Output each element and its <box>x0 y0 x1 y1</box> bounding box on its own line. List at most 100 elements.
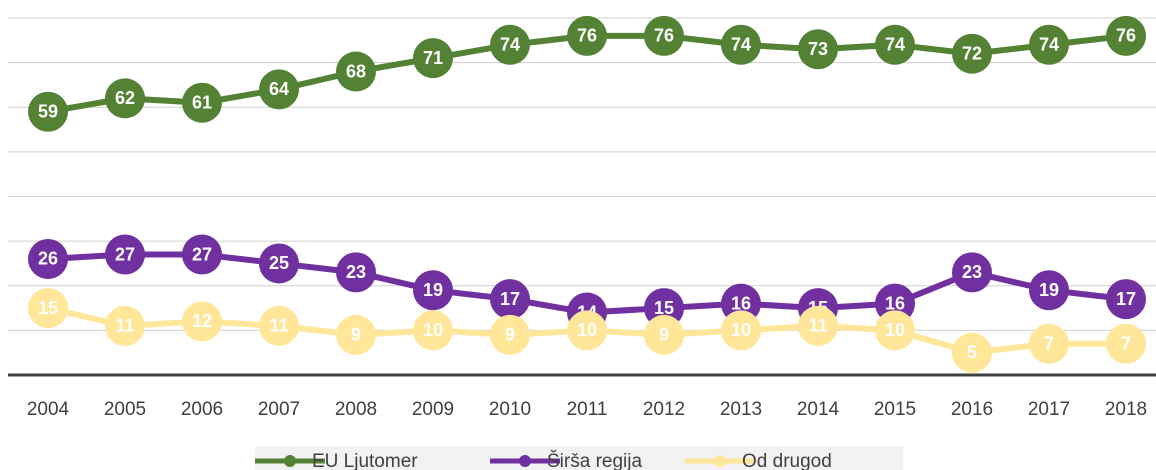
data-point <box>336 51 376 92</box>
data-point <box>567 310 607 351</box>
data-point <box>28 288 68 329</box>
data-label: 25 <box>269 253 289 273</box>
data-label: 9 <box>505 325 515 345</box>
data-label: 16 <box>885 293 905 313</box>
data-label: 11 <box>269 316 288 336</box>
data-point <box>105 78 145 119</box>
data-point <box>721 310 761 351</box>
data-label: 64 <box>269 79 289 99</box>
data-label: 12 <box>192 311 212 331</box>
x-tick-label: 2008 <box>335 399 377 420</box>
legend-label: EU Ljutomer <box>312 451 418 470</box>
data-label: 71 <box>423 48 443 68</box>
data-label: 76 <box>654 26 674 46</box>
data-point <box>490 24 530 65</box>
data-label: 27 <box>192 244 212 264</box>
data-label: 10 <box>731 320 751 340</box>
data-label: 15 <box>38 298 58 318</box>
legend-box <box>255 446 903 470</box>
data-label: 10 <box>577 320 597 340</box>
data-point <box>798 305 838 346</box>
data-point <box>1029 323 1069 364</box>
data-point <box>567 15 607 56</box>
data-label: 11 <box>115 316 134 336</box>
data-point <box>413 270 453 311</box>
x-tick-label: 2017 <box>1028 399 1070 420</box>
legend-marker <box>714 455 726 467</box>
data-label: 74 <box>500 35 520 55</box>
x-tick-label: 2014 <box>797 399 840 420</box>
x-tick-label: 2018 <box>1105 399 1147 420</box>
data-label: 16 <box>731 293 751 313</box>
data-point <box>259 69 299 110</box>
data-point <box>644 314 684 355</box>
x-tick-label: 2007 <box>258 399 300 420</box>
legend-marker <box>519 455 531 467</box>
data-label: 74 <box>885 35 905 55</box>
data-point <box>105 234 145 275</box>
data-point <box>28 91 68 132</box>
x-tick-label: 2005 <box>104 399 146 420</box>
data-label: 73 <box>808 39 828 59</box>
x-tick-label: 2010 <box>489 399 531 420</box>
data-point <box>182 234 222 275</box>
data-point <box>336 252 376 293</box>
data-label: 26 <box>38 249 58 269</box>
data-point <box>490 279 530 320</box>
data-label: 19 <box>1039 280 1059 300</box>
data-point <box>413 38 453 79</box>
data-label: 74 <box>1039 35 1059 55</box>
x-tick-label: 2004 <box>27 399 70 420</box>
data-point <box>336 314 376 355</box>
x-tick-label: 2012 <box>643 399 685 420</box>
data-point <box>259 243 299 284</box>
legend-label: Od drugod <box>742 451 832 470</box>
data-label: 72 <box>962 43 982 63</box>
data-label: 9 <box>659 325 669 345</box>
data-point <box>798 29 838 70</box>
data-point <box>182 82 222 123</box>
data-label: 62 <box>115 88 135 108</box>
data-point <box>28 238 68 279</box>
legend-marker <box>284 455 296 467</box>
data-point <box>1029 24 1069 65</box>
data-label: 10 <box>423 320 443 340</box>
data-point <box>490 314 530 355</box>
data-label: 61 <box>192 93 212 113</box>
x-tick-label: 2009 <box>412 399 454 420</box>
data-label: 19 <box>423 280 443 300</box>
x-tick-label: 2013 <box>720 399 762 420</box>
data-label: 7 <box>1121 334 1131 354</box>
data-label: 23 <box>962 262 982 282</box>
data-label: 23 <box>346 262 366 282</box>
data-label: 68 <box>346 61 366 81</box>
data-point <box>644 15 684 56</box>
data-label: 74 <box>731 35 751 55</box>
data-point <box>1106 279 1146 320</box>
x-tick-label: 2011 <box>567 399 608 420</box>
data-label: 59 <box>38 101 58 121</box>
data-point <box>875 310 915 351</box>
data-label: 76 <box>577 26 597 46</box>
data-point <box>1106 323 1146 364</box>
legend-label: Širša regija <box>547 450 642 470</box>
data-point <box>1029 270 1069 311</box>
data-label: 9 <box>351 325 361 345</box>
x-tick-label: 2015 <box>874 399 916 420</box>
data-point <box>413 310 453 351</box>
data-point <box>952 33 992 74</box>
x-tick-label: 2016 <box>951 399 993 420</box>
data-label: 7 <box>1044 334 1054 354</box>
x-tick-label: 2006 <box>181 399 223 420</box>
data-label: 17 <box>1116 289 1136 309</box>
data-point <box>1106 15 1146 56</box>
data-label: 11 <box>808 316 827 336</box>
data-point <box>952 252 992 293</box>
data-label: 5 <box>967 342 977 362</box>
data-label: 10 <box>885 320 905 340</box>
data-label: 27 <box>115 244 135 264</box>
data-point <box>721 24 761 65</box>
data-point <box>182 301 222 342</box>
data-label: 76 <box>1116 26 1136 46</box>
